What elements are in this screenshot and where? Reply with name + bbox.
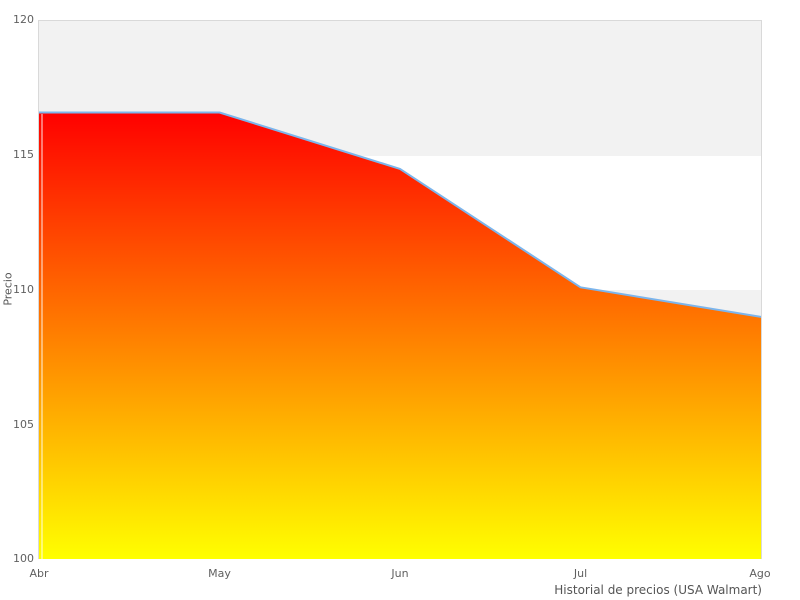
y-tick-label: 120 <box>13 13 34 26</box>
line-series <box>39 111 761 318</box>
x-tick-label-jul: Jul <box>573 567 588 580</box>
y-tick-label: 110 <box>13 283 34 296</box>
y-tick-label: 100 <box>13 552 34 565</box>
x-axis-caption: Historial de precios (USA Walmart) <box>554 583 762 597</box>
y-axis-title: Precio <box>1 272 15 306</box>
x-tick-label-abr: Abr <box>29 567 49 580</box>
x-tick-label-may: May <box>208 567 231 580</box>
y-tick-label: 105 <box>13 418 34 431</box>
plot-area <box>38 20 762 559</box>
plot-left-highlight <box>41 114 43 559</box>
x-tick-label-jun: Jun <box>391 567 409 580</box>
x-tick-label-ago: Ago <box>749 567 771 580</box>
y-tick-label: 115 <box>13 148 34 161</box>
